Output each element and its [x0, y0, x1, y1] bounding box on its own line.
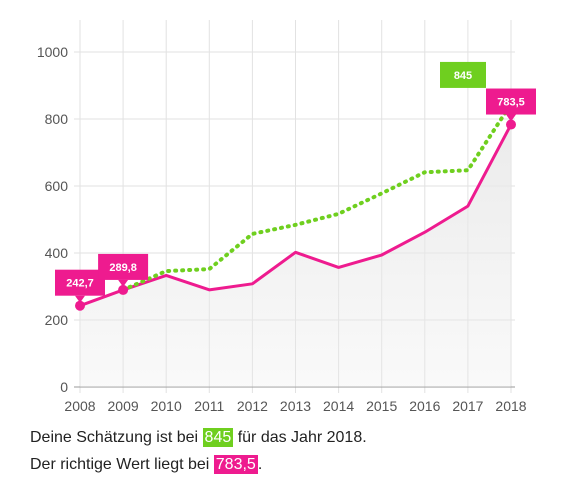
x-tick-label-2009: 2009: [108, 398, 139, 414]
guess-value-highlight: 845: [202, 428, 234, 447]
guess-series-line: [121, 101, 513, 292]
value-label-text-2008: 242,7: [66, 278, 94, 290]
x-tick-label-2013: 2013: [280, 398, 311, 414]
x-tick-label-2017: 2017: [452, 398, 483, 414]
y-tick-label-200: 200: [45, 312, 69, 328]
y-tick-label-0: 0: [60, 379, 68, 395]
guess-label-text: 845: [454, 70, 472, 82]
guess-summary-after: für das Jahr 2018.: [233, 429, 367, 446]
value-label-box-2018: [486, 88, 536, 115]
x-tick-label-2015: 2015: [366, 398, 397, 414]
x-tick-label-2014: 2014: [323, 398, 354, 414]
line-chart: 0 200 400 600 800 1000 2008 2009 2010 2011 2012 201…: [37, 20, 536, 414]
actual-summary: Der richtige Wert liegt bei 783,5.: [30, 455, 263, 474]
guess-summary-before: Deine Schätzung ist bei: [30, 429, 203, 446]
actual-point-2009: [118, 284, 129, 295]
actual-area: [80, 124, 511, 387]
y-tick-label-400: 400: [45, 245, 69, 261]
y-tick-label-600: 600: [45, 178, 69, 194]
actual-summary-after: .: [257, 456, 263, 473]
value-label-pointer-2018: [506, 114, 516, 122]
actual-point-2008: [75, 300, 85, 311]
guess-summary: Deine Schätzung ist bei 845 für das Jahr…: [30, 428, 367, 447]
actual-summary-before: Der richtige Wert liegt bei: [30, 456, 214, 473]
actual-series-line: [79, 123, 513, 308]
value-label-pointer-2008: [75, 295, 85, 303]
guess-label-box: [440, 61, 486, 88]
y-tick-label-1000: 1000: [37, 44, 68, 60]
value-label-text-2009: 289,8: [109, 262, 137, 274]
actual-value-highlight: 783,5: [213, 455, 258, 474]
value-label-box-2009: [98, 253, 149, 280]
y-tick-label-800: 800: [45, 111, 69, 127]
x-tick-label-2008: 2008: [64, 398, 95, 414]
value-label-text-2018: 783,5: [497, 97, 525, 109]
x-tick-label-2011: 2011: [194, 398, 224, 414]
value-label-box-2008: [55, 269, 105, 296]
value-label-pointer-2009: [118, 279, 129, 287]
x-tick-label-2010: 2010: [151, 398, 182, 414]
x-tick-label-2012: 2012: [237, 398, 268, 414]
x-tick-label-2018: 2018: [495, 398, 526, 414]
x-tick-label-2016: 2016: [409, 398, 440, 414]
actual-point-2018: [506, 119, 516, 130]
